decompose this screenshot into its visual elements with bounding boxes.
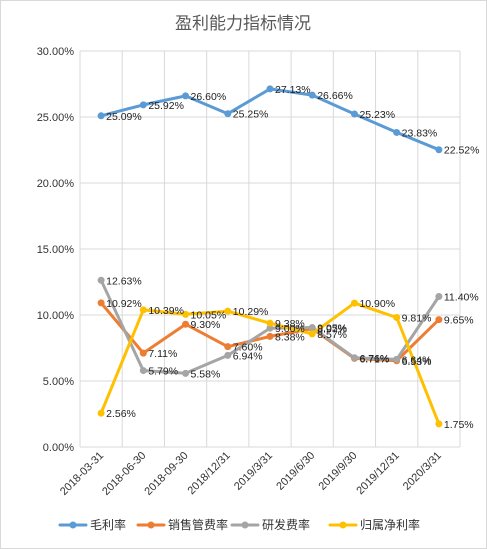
data-label: 25.25%: [233, 109, 269, 121]
data-point: [97, 276, 105, 284]
data-label: 9.00%: [275, 323, 305, 335]
data-point: [266, 319, 274, 327]
data-point: [308, 330, 316, 338]
data-label: 26.60%: [191, 91, 227, 103]
data-point: [182, 310, 190, 318]
data-point: [139, 367, 147, 375]
data-point: [139, 306, 147, 314]
data-label: 12.63%: [106, 275, 142, 287]
data-label: 8.57%: [317, 329, 347, 341]
data-label: 10.92%: [106, 298, 142, 310]
data-label: 23.83%: [402, 127, 438, 139]
data-label: 10.29%: [233, 306, 269, 318]
data-label: 2.56%: [106, 408, 136, 420]
data-label: 7.60%: [233, 342, 263, 354]
data-label: 11.40%: [444, 292, 479, 304]
legend-entry: 毛利率: [90, 517, 126, 532]
y-tick-label: 15.00%: [37, 244, 75, 256]
data-label: 26.66%: [317, 90, 353, 102]
data-point: [350, 110, 358, 118]
data-point: [393, 314, 401, 322]
data-point: [435, 420, 443, 428]
data-point: [266, 332, 274, 340]
data-point: [224, 351, 232, 359]
data-label: 8.97%: [317, 324, 347, 336]
y-tick-label: 5.00%: [43, 376, 74, 388]
data-point: [224, 343, 232, 351]
data-point: [435, 293, 443, 301]
data-label: 5.79%: [148, 366, 178, 378]
legend-swatch-marker: [147, 521, 155, 529]
data-point: [139, 101, 147, 109]
data-label: 10.90%: [359, 298, 395, 310]
data-label: 10.39%: [148, 305, 184, 317]
data-label: 6.64%: [402, 354, 432, 366]
data-label: 9.65%: [444, 315, 474, 327]
y-tick-label: 10.00%: [37, 310, 75, 322]
data-point: [266, 324, 274, 332]
y-tick-label: 0.00%: [43, 442, 74, 454]
data-point: [182, 320, 190, 328]
data-point: [393, 128, 401, 136]
data-label: 25.23%: [359, 109, 395, 121]
legend-entry: 销售管费率: [168, 517, 228, 532]
data-point: [393, 355, 401, 363]
data-point: [308, 91, 316, 99]
y-tick-label: 30.00%: [37, 46, 75, 58]
data-label: 6.94%: [233, 350, 263, 362]
legend-entry: 研发费率: [262, 517, 310, 532]
data-label: 22.52%: [444, 145, 480, 157]
data-label: 9.30%: [191, 319, 221, 331]
data-point: [182, 92, 190, 100]
data-point: [435, 316, 443, 324]
data-point: [350, 354, 358, 362]
data-label: 6.76%: [359, 353, 389, 365]
data-label: 25.92%: [148, 100, 184, 112]
data-label: 9.05%: [317, 323, 347, 335]
data-label: 10.05%: [191, 309, 227, 321]
legend-entry: 归属净利率: [360, 517, 420, 532]
data-point: [182, 369, 190, 377]
data-point: [308, 324, 316, 332]
y-tick-label: 25.00%: [37, 112, 75, 124]
legend: 毛利率 销售管费率 研发费率 归属净利率: [58, 517, 420, 532]
data-point: [266, 85, 274, 93]
data-point: [224, 110, 232, 118]
data-label: 25.09%: [106, 111, 142, 123]
gridlines: [79, 50, 461, 448]
data-label: 6.53%: [402, 356, 432, 368]
chart-title: 盈利能力指标情况: [175, 14, 311, 34]
data-label: 5.58%: [191, 368, 221, 380]
legend-swatch-marker: [69, 521, 77, 529]
data-point: [97, 112, 105, 120]
y-tick-label: 20.00%: [37, 178, 75, 190]
data-label: 1.75%: [444, 419, 474, 431]
data-point: [139, 349, 147, 357]
data-label: 6.71%: [359, 353, 389, 365]
data-labels: 25.09% 25.92% 26.60% 25.25% 27.13% 26.66% 25.2…: [106, 84, 479, 431]
legend-swatch-marker: [339, 521, 347, 529]
data-point: [350, 299, 358, 307]
series-group: [97, 85, 443, 428]
data-label: 9.38%: [275, 318, 305, 330]
data-label: 8.38%: [275, 331, 305, 343]
data-point: [435, 146, 443, 154]
data-point: [97, 299, 105, 307]
data-point: [97, 409, 105, 417]
legend-swatch-marker: [241, 521, 249, 529]
data-label: 7.11%: [148, 348, 177, 360]
data-label: 27.13%: [275, 84, 311, 96]
data-point: [224, 307, 232, 315]
data-label: 9.81%: [402, 313, 432, 325]
